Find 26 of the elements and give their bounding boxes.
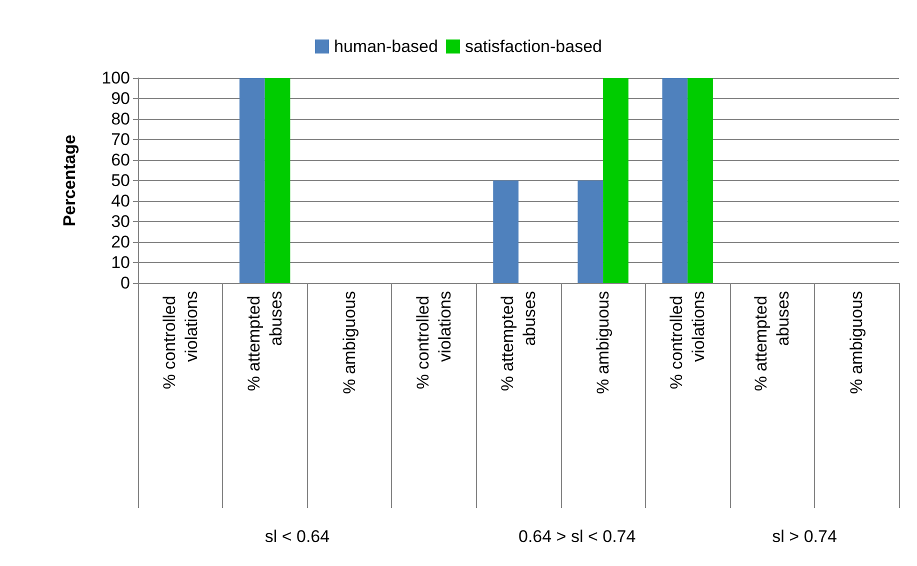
x-tick-label: % attempted abuses — [752, 291, 793, 392]
x-tick-label: % attempted abuses — [244, 291, 286, 392]
y-tick-label: 100 — [102, 68, 130, 88]
x-tick-label: % controlled violations — [160, 291, 201, 390]
y-tick-label: 20 — [111, 232, 130, 252]
text: sl < 0.64 — [264, 527, 330, 546]
x-tick-label: % attempted abuses — [498, 291, 539, 392]
text: sl > 0.74 — [772, 527, 837, 546]
x-tick-label: % ambiguous — [340, 291, 359, 394]
legend-label: human-based — [334, 37, 438, 56]
y-tick-label: 70 — [111, 130, 130, 149]
y-tick-label: 60 — [111, 150, 130, 170]
x-tick-label: % controlled violations — [413, 291, 454, 390]
x-tick-label: % ambiguous — [594, 291, 613, 394]
y-axis-title: Percentage — [60, 134, 79, 226]
legend-label: satisfaction-based — [464, 37, 602, 56]
x-tick-label: % ambiguous — [847, 291, 866, 394]
text: 0.64 > sl < 0.74 — [518, 527, 636, 546]
y-tick-label: 40 — [111, 192, 130, 210]
x-tick-label: % controlled violations — [667, 291, 708, 390]
y-tick-label: 30 — [111, 212, 130, 231]
y-tick-label: 80 — [111, 110, 130, 128]
y-tick-label: 90 — [111, 89, 130, 108]
y-tick-label: 10 — [111, 253, 130, 272]
y-tick-label: 0 — [120, 274, 130, 292]
y-tick-label: 50 — [111, 171, 130, 190]
